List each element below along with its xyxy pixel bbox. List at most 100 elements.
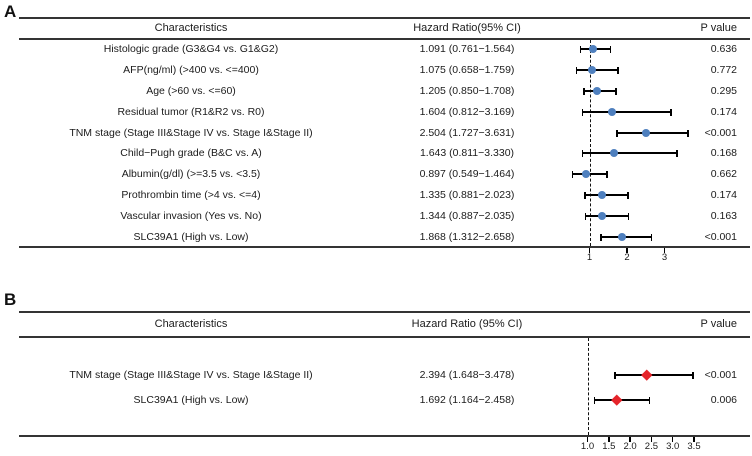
row-characteristic: Prothrombin time (>4 vs. <=4) xyxy=(121,189,261,201)
column-header-characteristics: Characteristics xyxy=(154,318,228,330)
axis-tick-label: 2.0 xyxy=(623,441,637,452)
row-hr-ci-value: 1.868 (1.312−2.658) xyxy=(419,231,515,243)
hr-point-marker xyxy=(598,212,607,220)
row-characteristic: SLC39A1 (High vs. Low) xyxy=(133,231,249,243)
row-hr-ci-value: 1.335 (0.881−2.023) xyxy=(419,189,515,201)
axis-tick-label: 1.0 xyxy=(580,441,595,452)
ci-whisker xyxy=(615,374,694,376)
ci-whisker xyxy=(585,215,629,217)
column-header-hazard-ratio: Hazard Ratio (95% CI) xyxy=(411,318,523,330)
axis-tick-label: 3.0 xyxy=(666,441,680,452)
ci-whisker xyxy=(594,399,650,401)
ci-cap-low xyxy=(575,66,578,74)
row-hr-ci-value: 2.394 (1.648−3.478) xyxy=(419,369,515,381)
table-rule-bottom-axis xyxy=(19,246,750,248)
column-header-p-value: P value xyxy=(700,22,738,34)
ci-whisker xyxy=(576,69,618,71)
ci-cap-low xyxy=(581,108,584,116)
axis-tick-label: 3.5 xyxy=(687,441,701,452)
forest-plot-panel-a: A Characteristics Hazard Ratio(95% CI) P… xyxy=(4,2,750,263)
table-rule-header xyxy=(19,38,750,40)
axis-tick-label: 2.5 xyxy=(644,441,658,452)
row-p-value: 0.295 xyxy=(710,85,737,97)
row-characteristic: TNM stage (Stage III&Stage IV vs. Stage … xyxy=(69,369,313,381)
ci-cap-high xyxy=(615,87,617,95)
axis-tick xyxy=(693,437,695,442)
ci-cap-low xyxy=(614,371,616,379)
forest-plot-panel-b: B Characteristics Hazard Ratio (95% CI) … xyxy=(0,288,752,456)
row-p-value: 0.174 xyxy=(710,106,737,118)
row-hr-ci-value: 1.205 (0.850−1.708) xyxy=(419,85,515,97)
row-p-value: 0.662 xyxy=(710,168,737,180)
ci-cap-high xyxy=(670,108,672,116)
row-characteristic: Albumin(g/dl) (>=3.5 vs. <3.5) xyxy=(121,168,261,180)
row-p-value: 0.168 xyxy=(710,147,737,159)
column-header-hazard-ratio: Hazard Ratio(95% CI) xyxy=(413,22,521,34)
ci-whisker xyxy=(582,152,677,154)
ci-whisker xyxy=(601,236,652,238)
ci-cap-low xyxy=(579,45,582,53)
row-hr-ci-value: 1.091 (0.761−1.564) xyxy=(419,43,515,55)
axis-tick-label: 1 xyxy=(586,252,593,263)
row-hr-ci-value: 1.643 (0.811−3.330) xyxy=(419,147,515,159)
row-p-value: <0.001 xyxy=(704,127,737,139)
hr-point-marker xyxy=(618,233,627,241)
ci-cap-low xyxy=(584,212,586,220)
ci-whisker xyxy=(616,132,689,134)
row-hr-ci-value: 1.344 (0.887−2.035) xyxy=(419,210,515,222)
ci-whisker xyxy=(572,173,607,175)
hr-point-marker xyxy=(598,191,607,199)
row-hr-ci-value: 0.897 (0.549−1.464) xyxy=(419,168,515,180)
ci-cap-high xyxy=(650,233,653,241)
row-hr-ci-value: 1.692 (1.164−2.458) xyxy=(419,394,515,406)
row-characteristic: Residual tumor (R1&R2 vs. R0) xyxy=(117,106,265,118)
ci-whisker xyxy=(585,194,628,196)
row-characteristic: TNM stage (Stage III&Stage IV vs. Stage … xyxy=(69,127,313,139)
ci-cap-low xyxy=(584,191,586,199)
hr-point-marker xyxy=(611,394,623,406)
table-rule-top xyxy=(19,311,750,313)
hr-point-marker xyxy=(588,66,597,74)
ci-whisker xyxy=(582,111,671,113)
axis-tick-label: 3 xyxy=(661,252,668,263)
row-hr-ci-value: 1.075 (0.658−1.759) xyxy=(419,64,515,76)
axis-tick xyxy=(629,437,631,442)
ci-cap-high xyxy=(648,396,651,404)
hr-point-marker xyxy=(609,149,618,157)
axis-tick xyxy=(626,248,628,253)
ci-cap-low xyxy=(616,129,618,137)
row-characteristic: AFP(ng/ml) (>400 vs. <=400) xyxy=(123,64,259,76)
ci-cap-high xyxy=(609,45,612,53)
axis-tick xyxy=(586,437,589,442)
row-characteristic: Histologic grade (G3&G4 vs. G1&G2) xyxy=(103,43,279,55)
ci-cap-low xyxy=(581,149,584,157)
row-p-value: 0.006 xyxy=(710,394,737,406)
row-p-value: 0.163 xyxy=(710,210,737,222)
reference-line-hr1 xyxy=(589,40,591,246)
axis-tick xyxy=(671,437,674,442)
ci-cap-low xyxy=(600,233,602,241)
hr-point-marker xyxy=(581,170,590,178)
row-p-value: 0.636 xyxy=(710,43,737,55)
row-hr-ci-value: 2.504 (1.727−3.631) xyxy=(419,127,515,139)
ci-cap-high xyxy=(627,191,629,199)
panel-a-label: A xyxy=(4,2,17,21)
table-rule-top xyxy=(19,17,750,19)
ci-cap-low xyxy=(583,87,585,95)
ci-cap-low xyxy=(593,396,596,404)
row-p-value: 0.174 xyxy=(710,189,737,201)
table-rule-header xyxy=(19,336,750,338)
table-rule-bottom-axis xyxy=(19,435,750,437)
column-header-characteristics: Characteristics xyxy=(154,22,228,34)
column-header-p-value: P value xyxy=(700,318,738,330)
ci-cap-high xyxy=(692,371,694,379)
row-p-value: <0.001 xyxy=(704,231,737,243)
axis-tick xyxy=(608,437,610,442)
row-p-value: 0.772 xyxy=(710,64,737,76)
hr-point-marker xyxy=(593,87,602,95)
hr-point-marker xyxy=(588,45,597,53)
row-p-value: <0.001 xyxy=(704,369,737,381)
ci-cap-high xyxy=(627,212,630,220)
ci-cap-high xyxy=(617,66,619,74)
row-characteristic: Age (>60 vs. <=60) xyxy=(146,85,236,97)
